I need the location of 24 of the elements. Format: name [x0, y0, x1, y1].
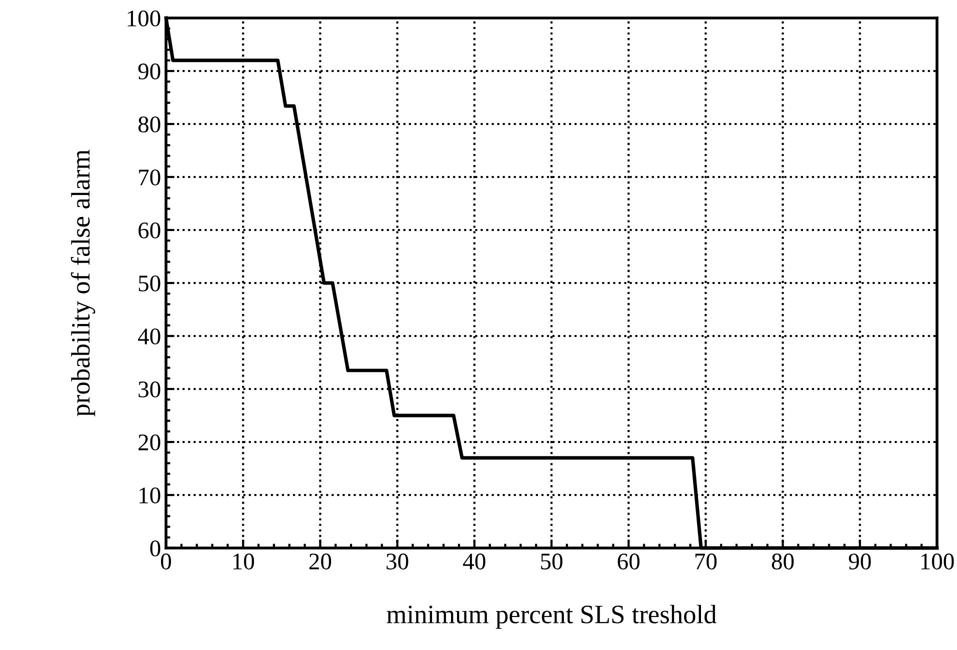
y-tick-label: 10: [140, 487, 160, 504]
y-tick-label: 0: [150, 540, 160, 556]
x-tick-label: 30: [386, 554, 408, 570]
x-tick-label: 20: [309, 554, 332, 570]
y-tick-label: 30: [138, 381, 160, 398]
x-tick-label: 100: [921, 554, 954, 570]
y-tick-label: 90: [138, 63, 160, 80]
x-tick-label: 50: [541, 554, 562, 570]
y-axis-title: probability of false alarm: [70, 150, 96, 416]
x-tick-label: 80: [772, 554, 794, 570]
y-tick-label: 20: [138, 434, 160, 450]
x-tick-label: 90: [848, 554, 871, 570]
x-axis-title: minimum percent SLS treshold: [386, 604, 716, 629]
y-tick-label: 80: [138, 116, 160, 132]
y-tick-label: 40: [138, 328, 160, 344]
y-tick-label: 50: [138, 275, 160, 292]
y-tick-label: 60: [138, 222, 160, 238]
x-tick-label: 10: [233, 554, 254, 570]
x-tick-label: 70: [695, 554, 717, 570]
y-tick-label: 70: [139, 169, 160, 186]
y-tick-label: 100: [128, 10, 160, 26]
x-tick-label: 60: [618, 554, 640, 570]
x-tick-label: 40: [463, 554, 486, 570]
x-tick-label: 0: [160, 554, 172, 570]
